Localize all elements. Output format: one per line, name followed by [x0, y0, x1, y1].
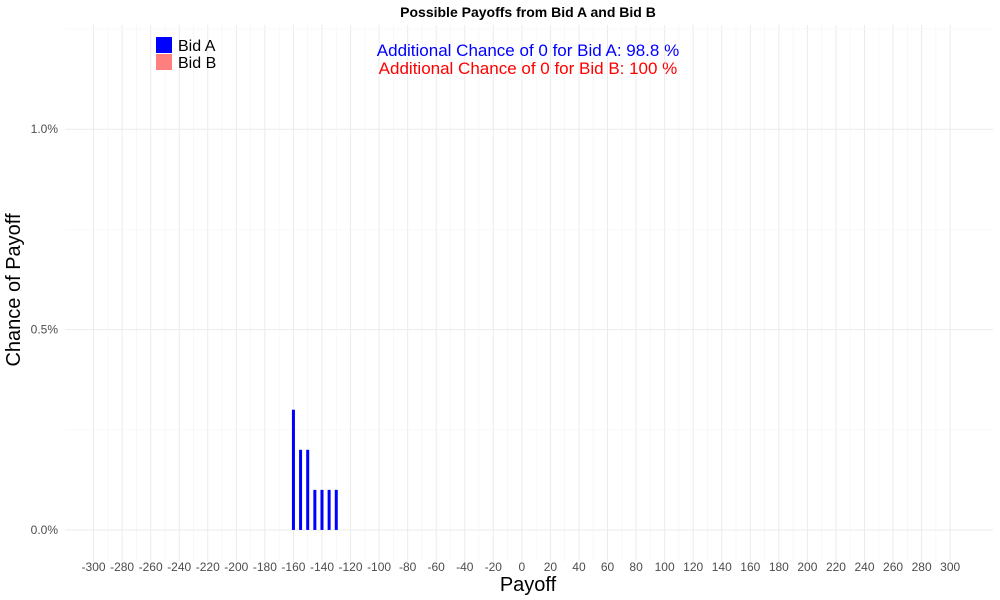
y-axis-title: Chance of Payoff — [3, 213, 25, 367]
x-tick-label: 0 — [519, 560, 526, 574]
bar-bid-a — [320, 489, 324, 530]
x-tick-label: 120 — [683, 560, 703, 574]
x-tick-label: 260 — [883, 560, 903, 574]
x-tick-label: -220 — [196, 560, 220, 574]
x-tick-label: 40 — [572, 560, 586, 574]
y-axis-ticks: 0.0% 0.5% 1.0% — [31, 122, 59, 537]
bar-bid-a — [334, 489, 338, 530]
x-tick-label: 220 — [826, 560, 846, 574]
x-tick-label: 200 — [797, 560, 817, 574]
x-tick-label: -20 — [485, 560, 503, 574]
annotation-bid-a: Additional Chance of 0 for Bid A: 98.8 % — [377, 41, 679, 60]
y-tick-label: 0.5% — [31, 323, 59, 337]
x-tick-label: -100 — [367, 560, 391, 574]
x-tick-label: 60 — [601, 560, 615, 574]
x-axis-title: Payoff — [500, 574, 557, 596]
legend-label-bid-b: Bid B — [178, 55, 216, 72]
bar-bid-a — [291, 409, 295, 530]
bar-bid-a — [306, 449, 310, 530]
x-tick-label: -280 — [110, 560, 134, 574]
x-tick-label: 80 — [629, 560, 643, 574]
x-tick-label: -260 — [139, 560, 163, 574]
x-tick-label: -160 — [281, 560, 305, 574]
x-tick-label: 180 — [769, 560, 789, 574]
x-tick-label: -80 — [399, 560, 417, 574]
x-tick-label: -240 — [167, 560, 191, 574]
bars — [291, 409, 338, 530]
x-tick-label: 140 — [712, 560, 732, 574]
x-axis-ticks: -300 -280 -260 -240 -220 -200 -180 -160 -140 -120… — [82, 560, 961, 574]
bar-bid-a — [327, 489, 331, 530]
chart-title: Possible Payoffs from Bid A and Bid B — [400, 4, 656, 20]
x-tick-label: 280 — [912, 560, 932, 574]
grid — [65, 25, 993, 562]
x-tick-label: 160 — [740, 560, 760, 574]
x-tick-label: -120 — [339, 560, 363, 574]
x-tick-label: -140 — [310, 560, 334, 574]
x-tick-label: -60 — [428, 560, 446, 574]
legend-swatch-bid-a — [156, 37, 172, 53]
y-tick-label: 1.0% — [31, 122, 59, 136]
x-tick-label: 100 — [655, 560, 675, 574]
x-tick-label: -180 — [253, 560, 277, 574]
legend-label-bid-a: Bid A — [178, 38, 216, 55]
y-tick-label: 0.0% — [31, 523, 59, 537]
legend: Bid A Bid B — [156, 37, 216, 72]
bar-bid-a — [313, 489, 317, 530]
bar-bid-a — [299, 449, 303, 530]
annotation-bid-b: Additional Chance of 0 for Bid B: 100 % — [379, 59, 678, 78]
legend-swatch-bid-b — [156, 54, 172, 70]
x-tick-label: 20 — [544, 560, 558, 574]
x-tick-label: -300 — [82, 560, 106, 574]
x-tick-label: -40 — [456, 560, 474, 574]
x-tick-label: -200 — [224, 560, 248, 574]
x-tick-label: 240 — [854, 560, 874, 574]
x-tick-label: 300 — [940, 560, 960, 574]
